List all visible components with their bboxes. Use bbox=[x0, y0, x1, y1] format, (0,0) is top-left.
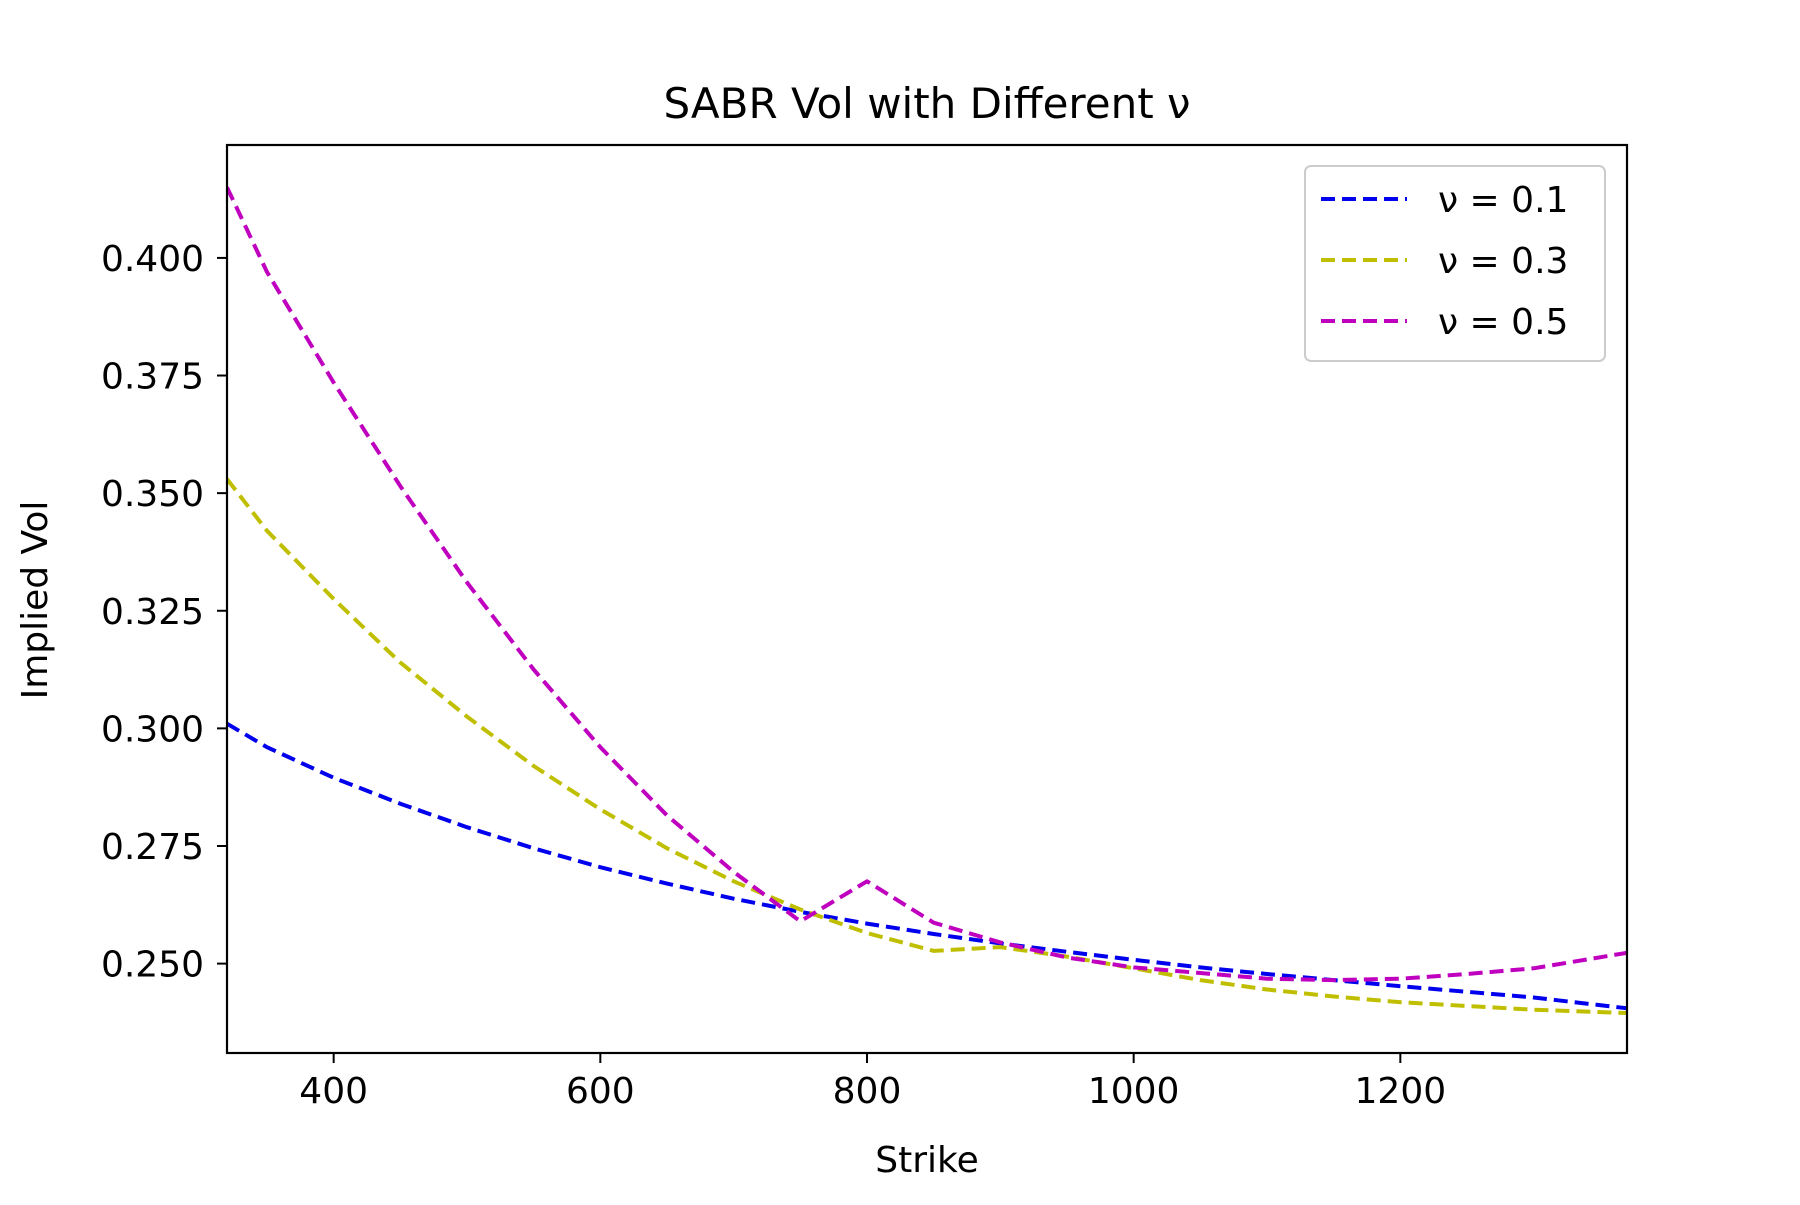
y-tick-label: 0.250 bbox=[101, 945, 204, 986]
series-line-2 bbox=[227, 477, 1627, 1015]
legend-frame bbox=[1304, 165, 1606, 362]
y-tick-label: 0.350 bbox=[101, 474, 204, 515]
y-tick-label: 0.300 bbox=[101, 709, 204, 750]
legend: ν = 0.1 ν = 0.3 ν = 0.5 bbox=[1304, 165, 1606, 362]
x-axis: 400 600 800 1000 1200 bbox=[299, 1053, 1446, 1112]
y-axis-label: Implied Vol bbox=[15, 501, 56, 700]
plot-frame bbox=[225, 143, 1629, 1055]
series-line-3 bbox=[227, 186, 1627, 983]
series-line-1 bbox=[227, 721, 1627, 1011]
legend-label-1: ν = 0.1 bbox=[1438, 180, 1568, 221]
y-tick-label: 0.400 bbox=[101, 239, 204, 280]
chart-title: SABR Vol with Different ν bbox=[663, 79, 1190, 128]
x-tick-label: 800 bbox=[833, 1071, 902, 1112]
y-tick-label: 0.325 bbox=[101, 592, 204, 633]
y-tick-label: 0.275 bbox=[101, 827, 204, 868]
y-tick-label: 0.375 bbox=[101, 357, 204, 398]
legend-label-2: ν = 0.3 bbox=[1438, 241, 1568, 282]
legend-label-3: ν = 0.5 bbox=[1438, 302, 1568, 343]
series-group bbox=[227, 186, 1627, 1015]
plot-area bbox=[225, 143, 1629, 1055]
x-tick-label: 1200 bbox=[1355, 1071, 1447, 1112]
x-tick-label: 1000 bbox=[1088, 1071, 1180, 1112]
x-axis-label: Strike bbox=[875, 1140, 978, 1181]
y-axis: 0.250 0.275 0.300 0.325 0.350 0.375 0.400 bbox=[101, 239, 227, 986]
x-tick-label: 400 bbox=[299, 1071, 368, 1112]
x-tick-label: 600 bbox=[566, 1071, 635, 1112]
